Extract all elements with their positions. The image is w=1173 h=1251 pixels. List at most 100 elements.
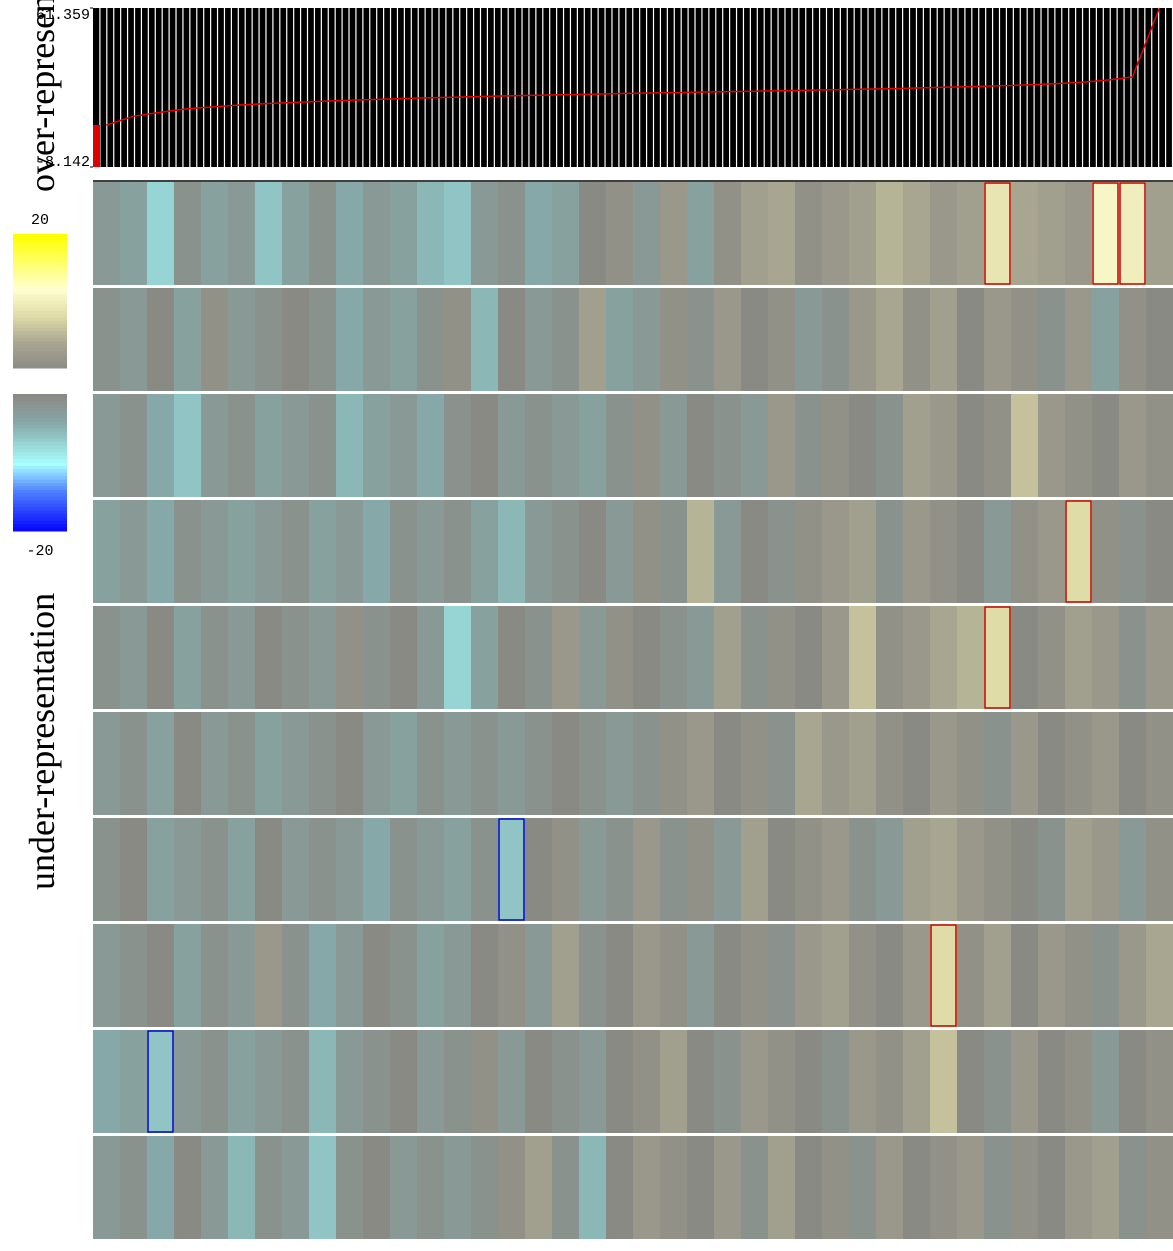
heat-cell <box>336 1136 364 1239</box>
heat-cell <box>255 1030 283 1133</box>
colorbar-step <box>13 513 67 518</box>
heat-cell <box>1146 500 1173 603</box>
heat-cell <box>309 288 337 391</box>
heatmap <box>93 182 1173 1239</box>
heat-cell <box>579 500 607 603</box>
heat-cell <box>876 288 904 391</box>
heat-cell <box>579 1030 607 1133</box>
heat-cell <box>525 288 553 391</box>
heat-cell <box>120 288 148 391</box>
heat-cell <box>741 500 769 603</box>
label-under: under-representation <box>22 593 62 890</box>
heat-cell <box>93 500 121 603</box>
cell-outline <box>1092 182 1119 285</box>
heat-cell <box>336 924 364 1027</box>
heat-cell <box>525 712 553 815</box>
heat-cell <box>336 818 364 921</box>
heat-cell <box>93 1030 121 1133</box>
heat-cell <box>984 924 1012 1027</box>
heat-cell <box>579 182 607 285</box>
colorbar-step <box>13 234 67 238</box>
heat-cell <box>201 606 229 709</box>
colorbar-step <box>13 307 67 312</box>
heat-cell <box>1119 606 1147 709</box>
heat-cell <box>1146 818 1173 921</box>
colorbar-tick-label: -20 <box>26 543 53 560</box>
heat-cell <box>255 182 283 285</box>
heat-cell <box>282 712 310 815</box>
heat-cell <box>984 182 1012 285</box>
colorbar-step <box>13 304 67 309</box>
heat-cell <box>714 288 742 391</box>
heat-cell <box>579 606 607 709</box>
heat-cell <box>822 182 850 285</box>
heat-cell <box>1092 288 1120 391</box>
heat-cell <box>687 712 715 815</box>
heat-cell <box>363 712 391 815</box>
heat-cell <box>363 924 391 1027</box>
heat-cell <box>1146 1136 1173 1239</box>
heat-cell <box>255 606 283 709</box>
heat-cell <box>1011 606 1039 709</box>
heat-cell <box>1146 1030 1173 1133</box>
heat-cell <box>903 1136 931 1239</box>
heat-cell <box>1092 1030 1120 1133</box>
heat-cell <box>498 288 526 391</box>
heat-cell <box>1011 924 1039 1027</box>
colorbar-step <box>13 270 67 275</box>
cell-outline <box>984 182 1011 285</box>
heat-cell <box>390 924 418 1027</box>
heat-cell <box>1119 924 1147 1027</box>
heat-cell <box>309 1030 337 1133</box>
heat-cell <box>201 500 229 603</box>
heat-cell <box>957 606 985 709</box>
colorbar-step <box>13 500 67 505</box>
colorbar-step <box>13 507 67 511</box>
heat-cell <box>822 394 850 497</box>
colorbar-step <box>13 321 67 325</box>
y-tick-label: 61.359 <box>36 7 90 24</box>
heat-cell <box>309 606 337 709</box>
heat-cell <box>849 500 877 603</box>
heat-cell <box>498 394 526 497</box>
heat-cell <box>525 606 553 709</box>
y-tick-label: -8.142 <box>36 154 90 171</box>
heat-cell <box>768 606 796 709</box>
heat-cell <box>714 394 742 497</box>
heat-cell <box>498 606 526 709</box>
heat-cell <box>768 394 796 497</box>
heat-cell <box>282 288 310 391</box>
colorbar-step <box>13 459 67 463</box>
heat-cell <box>201 818 229 921</box>
colorbar-step <box>13 445 67 450</box>
heat-cell <box>876 712 904 815</box>
heat-cell <box>471 818 499 921</box>
colorbar-step <box>13 455 67 460</box>
heat-cell <box>282 818 310 921</box>
heat-cell <box>633 288 661 391</box>
heat-cell <box>390 288 418 391</box>
colorbar-step <box>13 294 67 299</box>
heat-cell <box>714 500 742 603</box>
heat-cell <box>1119 818 1147 921</box>
colorbar-step <box>13 476 67 481</box>
heat-cell <box>660 500 688 603</box>
heat-cell <box>876 818 904 921</box>
heat-cell <box>768 182 796 285</box>
heat-cell <box>687 924 715 1027</box>
heat-cell <box>741 818 769 921</box>
heat-cell <box>957 394 985 497</box>
heat-cell <box>1038 924 1066 1027</box>
heat-cell <box>903 182 931 285</box>
heat-cell <box>336 1030 364 1133</box>
heat-cell <box>741 182 769 285</box>
heat-cell <box>876 394 904 497</box>
heat-cell <box>552 818 580 921</box>
heat-cell <box>1011 182 1039 285</box>
colorbar-step <box>13 274 67 279</box>
heat-cell <box>174 394 202 497</box>
heat-cell <box>1011 1030 1039 1133</box>
heat-cell <box>849 288 877 391</box>
column-grid <box>99 8 1173 167</box>
heat-cell <box>822 712 850 815</box>
